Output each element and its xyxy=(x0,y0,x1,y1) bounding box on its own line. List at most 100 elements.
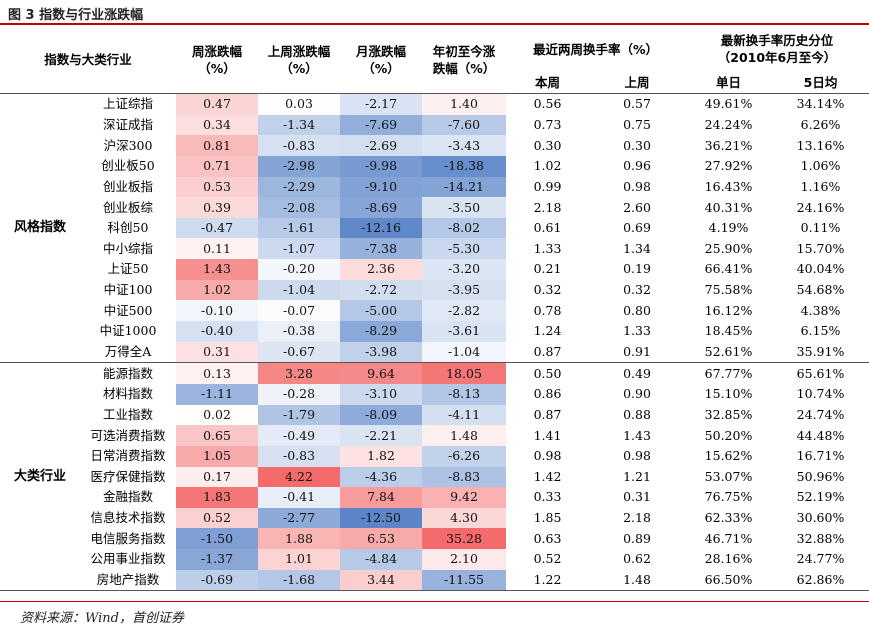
cell-ytd: 1.48 xyxy=(422,425,507,446)
table-row: 中证100 1.02 -1.04 -2.72 -3.95 0.32 0.32 75.58% 54… xyxy=(0,279,869,301)
cell-t-last: 1.33 xyxy=(623,323,651,339)
cell-t-this: 0.33 xyxy=(533,489,562,505)
cell-monthly: -8.29 xyxy=(340,321,423,342)
cell-t-last: 1.48 xyxy=(589,569,686,592)
cell-p-day: 25.90% xyxy=(704,240,753,256)
header-percentile-line1: 最新换手率历史分位 xyxy=(720,33,834,48)
cell-last-week: 1.01 xyxy=(258,549,341,570)
cell-last-week: -0.49 xyxy=(258,425,341,446)
cell-p-day: 66.50% xyxy=(685,569,773,592)
cell-t-last: 2.18 xyxy=(623,510,651,526)
cell-t-this: 1.24 xyxy=(533,323,562,339)
cell-weekly: 0.52 xyxy=(176,507,259,529)
cell-t-last: 0.96 xyxy=(623,158,651,174)
cell-last-week: -0.67 xyxy=(258,341,341,364)
header-ytd: 年初至今涨 跌幅（%） xyxy=(422,26,507,94)
cell-t-this: 0.86 xyxy=(533,386,562,402)
table-row: 日常消费指数 1.05 -0.83 1.82 -6.26 0.98 0.98 15.62% 16… xyxy=(0,445,869,467)
cell-t-last: 0.75 xyxy=(623,116,651,132)
header-monthly: 月涨跌幅 （%） xyxy=(340,26,423,94)
cell-p-day: 50.20% xyxy=(704,427,753,443)
cell-p-5d: 34.14% xyxy=(796,96,845,112)
cell-p-5d: 44.48% xyxy=(796,427,845,443)
table-row: 创业板50 0.71 -2.98 -9.98 -18.38 1.02 0.96 27.92% 1… xyxy=(0,155,869,177)
table-row: 中证1000 -0.40 -0.38 -8.29 -3.61 1.24 1.33 18.45%… xyxy=(0,321,869,342)
row-name: 上证综指 xyxy=(103,96,154,112)
cell-t-this: 1.22 xyxy=(506,569,590,592)
cell-monthly: 2.36 xyxy=(340,259,423,280)
cell-t-this: 0.56 xyxy=(533,96,562,112)
table-row: 金融指数 1.83 -0.41 7.84 9.42 0.33 0.31 76.75% 52.19… xyxy=(0,487,869,508)
header-percentile-day: 单日 xyxy=(685,72,773,94)
header-percentile-5d: 5日均 xyxy=(772,72,869,94)
cell-p-day: 75.58% xyxy=(704,282,753,298)
header-turnover: 最近两周换手率（%） xyxy=(533,41,659,57)
cell-p-day: 62.33% xyxy=(704,510,753,526)
cell-p-day: 32.85% xyxy=(704,406,753,422)
cell-t-this: 0.99 xyxy=(533,178,562,194)
table-row: 工业指数 0.02 -1.79 -8.09 -4.11 0.87 0.88 32.85% 24.… xyxy=(0,404,869,426)
row-name: 日常消费指数 xyxy=(90,448,166,464)
performance-table: 指数与大类行业 周涨跌幅 （%） 上周涨跌幅 （%） 月涨跌幅 （%） 年初至今… xyxy=(0,26,869,592)
cell-ytd: -2.82 xyxy=(422,300,507,322)
cell-ytd: -4.11 xyxy=(422,404,507,426)
cell-monthly: -7.38 xyxy=(340,238,423,260)
cell-p-day: 4.19% xyxy=(708,220,749,236)
cell-monthly: 7.84 xyxy=(340,487,423,508)
cell-ytd: 1.40 xyxy=(422,93,507,115)
header-turnover-last-week: 上周 xyxy=(589,72,686,94)
cell-p-5d: 6.15% xyxy=(800,323,841,339)
cell-p-5d: 13.16% xyxy=(796,137,845,153)
cell-ytd: -6.26 xyxy=(422,445,507,467)
table-row: 医疗保健指数 0.17 4.22 -4.36 -8.83 1.42 1.21 53.07% 50… xyxy=(0,466,869,488)
cell-p-5d: 15.70% xyxy=(796,240,845,256)
cell-t-this: 2.18 xyxy=(533,199,562,215)
cell-last-week: 1.88 xyxy=(258,528,341,550)
row-name: 万得全A xyxy=(80,341,177,364)
cell-p-day: 53.07% xyxy=(704,468,753,484)
row-name: 公用事业指数 xyxy=(90,551,166,567)
header-last-week: 上周涨跌幅 （%） xyxy=(258,26,341,94)
cell-weekly: 0.17 xyxy=(176,466,259,488)
cell-t-this: 0.63 xyxy=(533,530,562,546)
cell-t-this: 0.32 xyxy=(533,282,562,298)
cell-last-week: -1.79 xyxy=(258,404,341,426)
cell-p-day: 49.61% xyxy=(704,96,753,112)
row-name: 创业板指 xyxy=(103,178,154,194)
cell-p-5d: 10.74% xyxy=(796,386,845,402)
cell-p-5d: 32.88% xyxy=(796,530,845,546)
cell-t-last: 0.32 xyxy=(623,282,651,298)
cell-weekly: 0.47 xyxy=(176,93,259,115)
cell-ytd: 35.28 xyxy=(422,528,507,550)
cell-p-5d: 4.38% xyxy=(800,302,841,318)
cell-p-5d: 24.74% xyxy=(796,406,845,422)
cell-t-last: 2.60 xyxy=(623,199,651,215)
cell-last-week: -2.98 xyxy=(258,155,341,177)
cell-t-last: 1.34 xyxy=(623,240,651,256)
cell-monthly: -3.10 xyxy=(340,383,423,405)
cell-t-last: 1.21 xyxy=(623,468,651,484)
cell-last-week: -0.28 xyxy=(258,383,341,405)
cell-t-last: 0.31 xyxy=(623,489,651,505)
cell-last-week: -0.41 xyxy=(258,487,341,508)
cell-monthly: -4.84 xyxy=(340,549,423,570)
header-last-week-label: 上周涨跌幅 xyxy=(267,43,331,59)
cell-last-week: -0.07 xyxy=(258,300,341,322)
cell-monthly: -8.69 xyxy=(340,197,423,218)
cell-t-this: 1.85 xyxy=(533,510,562,526)
cell-p-day: 67.77% xyxy=(704,365,753,381)
table-row: 电信服务指数 -1.50 1.88 6.53 35.28 0.63 0.89 46.71% 32… xyxy=(0,528,869,550)
row-name: 工业指数 xyxy=(103,406,154,422)
cell-p-day: 40.31% xyxy=(704,199,753,215)
cell-t-last: 0.90 xyxy=(623,386,651,402)
cell-weekly: 0.39 xyxy=(176,197,259,218)
table-row: 房地产指数 -0.69 -1.68 3.44 -11.55 1.22 1.48 66.50% 6… xyxy=(0,569,869,592)
row-name: 深证成指 xyxy=(103,116,154,132)
cell-weekly: 1.83 xyxy=(176,487,259,508)
cell-last-week: -0.83 xyxy=(258,445,341,467)
cell-weekly: 0.02 xyxy=(176,404,259,426)
cell-t-this: 0.73 xyxy=(533,116,562,132)
cell-weekly: -1.11 xyxy=(176,383,259,405)
cell-last-week: -1.68 xyxy=(258,569,341,592)
cell-p-5d: 16.71% xyxy=(796,448,845,464)
